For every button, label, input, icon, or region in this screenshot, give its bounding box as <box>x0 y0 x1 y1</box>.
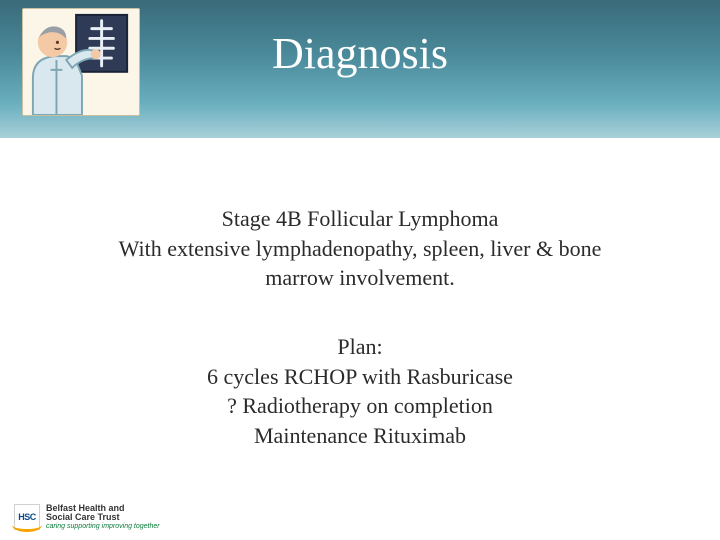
footer-logo: HSC Belfast Health and Social Care Trust… <box>14 504 160 530</box>
org-name-line: Social Care Trust <box>46 513 160 522</box>
plan-line: 6 cycles RCHOP with Rasburicase <box>0 362 720 392</box>
diagnosis-line: Stage 4B Follicular Lymphoma <box>0 204 720 234</box>
hsc-text: Belfast Health and Social Care Trust car… <box>46 504 160 530</box>
slide-title: Diagnosis <box>272 28 448 79</box>
doctor-xray-icon <box>22 8 140 116</box>
diagnosis-block: Stage 4B Follicular Lymphoma With extens… <box>0 204 720 293</box>
plan-block: Plan: 6 cycles RCHOP with Rasburicase ? … <box>0 332 720 451</box>
diagnosis-line: marrow involvement. <box>0 263 720 293</box>
diagnosis-line: With extensive lymphadenopathy, spleen, … <box>0 234 720 264</box>
org-tagline: caring supporting improving together <box>46 523 160 530</box>
plan-line: ? Radiotherapy on completion <box>0 391 720 421</box>
plan-line: Maintenance Rituximab <box>0 421 720 451</box>
plan-heading: Plan: <box>0 332 720 362</box>
hsc-swoosh-icon <box>12 518 42 532</box>
